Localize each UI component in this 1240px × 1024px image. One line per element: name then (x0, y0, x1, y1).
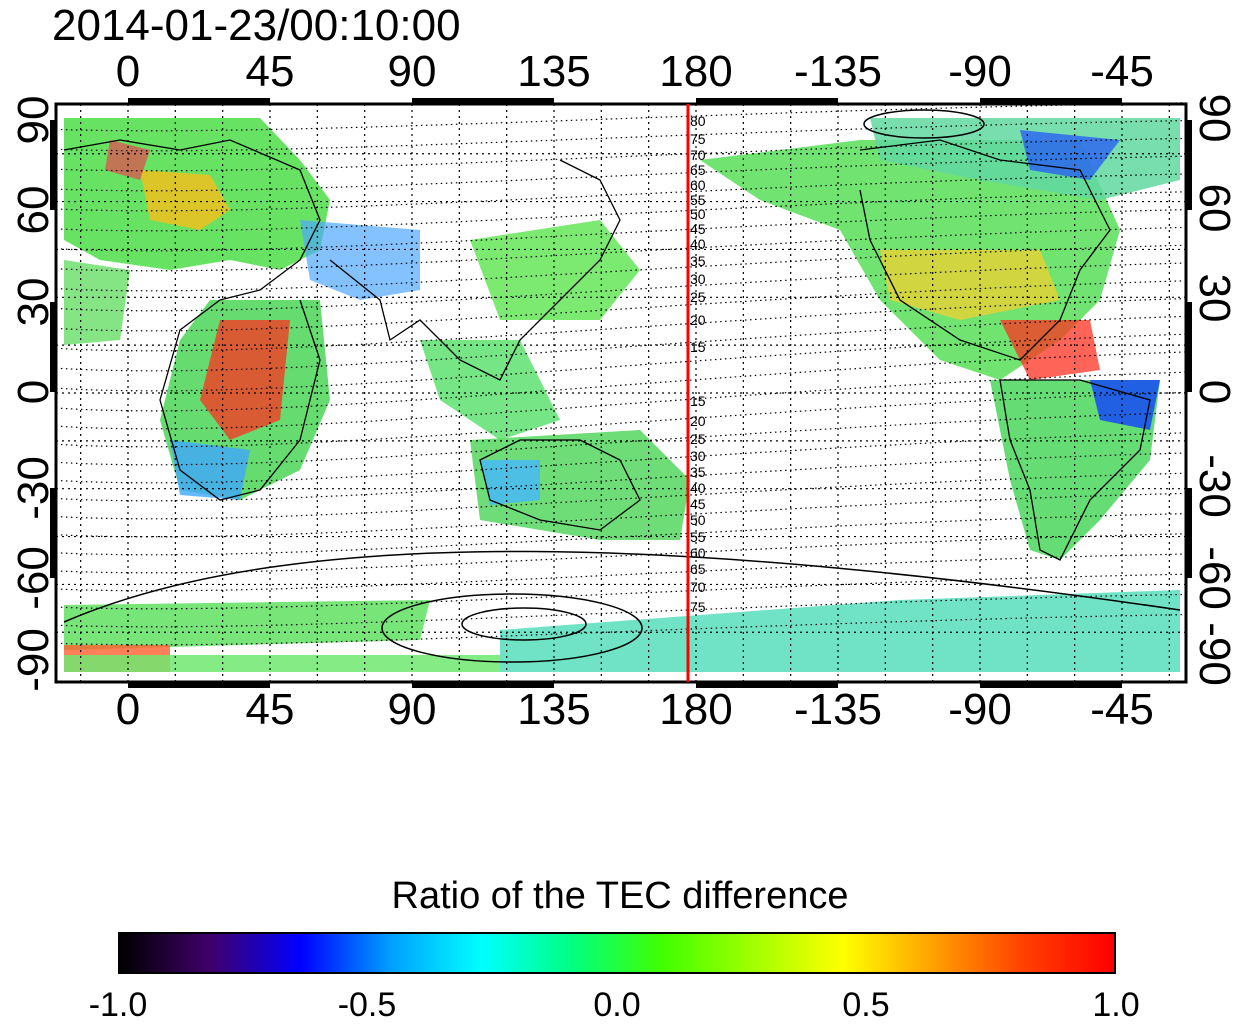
contour-ring (461, 607, 587, 641)
axis-bar-segment (980, 98, 1122, 104)
tec-region (64, 260, 130, 345)
contour-label: 25 (690, 289, 706, 305)
axis-bar-segment (50, 302, 56, 392)
coastline-australia (479, 439, 641, 531)
contour-label: 65 (690, 162, 706, 178)
contour-label: 45 (690, 221, 706, 237)
colorbar-tick-label: 1.0 (1092, 986, 1140, 1024)
top-tick-label: 45 (245, 47, 295, 96)
bottom-tick-label: 90 (387, 685, 437, 734)
contour-label: 60 (690, 545, 706, 561)
bottom-tick-label: 0 (115, 685, 141, 734)
tec-region (1000, 320, 1100, 380)
contour-label: 55 (690, 529, 706, 545)
colorbar-tick-label: -1.0 (88, 986, 148, 1024)
contour-label: 20 (690, 413, 706, 429)
axis-bar-segment (128, 682, 270, 688)
top-tick-label: 0 (115, 47, 141, 96)
axis-bar-segment (128, 98, 270, 104)
coastline-south-america (999, 379, 1151, 561)
tec-region (500, 590, 1180, 672)
axis-bar-segment (412, 98, 554, 104)
contour-label: 35 (690, 464, 706, 480)
contour-label: 65 (690, 561, 706, 577)
axis-bars (50, 98, 1192, 688)
coastline-north-america (859, 139, 1111, 361)
axis-bar-segment (412, 682, 554, 688)
contour-label: 40 (690, 236, 706, 252)
tec-region (140, 170, 230, 230)
contour-label: 50 (690, 512, 706, 528)
contour-label: 25 (690, 431, 706, 447)
contour-label: 20 (690, 312, 706, 328)
contour-label: 50 (690, 206, 706, 222)
coastlines (63, 139, 1151, 561)
coastline-asia (329, 159, 621, 381)
top-tick-label: 135 (517, 47, 591, 96)
top-tick-label: 90 (387, 47, 437, 96)
contour-label: 55 (690, 192, 706, 208)
contour-label: 70 (690, 147, 706, 163)
axis-bar-segment (50, 120, 56, 210)
colorbar-tick-label: -0.5 (337, 986, 397, 1024)
top-tick-label: -135 (793, 47, 883, 96)
contour-label: 75 (690, 131, 706, 147)
bottom-tick-label: -45 (1090, 685, 1154, 734)
tec-region (64, 600, 430, 650)
contour-label: 45 (690, 496, 706, 512)
tec-region (170, 440, 250, 500)
contour-label: 30 (690, 448, 706, 464)
tec-region (470, 220, 640, 320)
colorbar-title: Ratio of the TEC difference (391, 875, 849, 917)
colorbar-tick-label: 0.0 (593, 986, 641, 1024)
magnetic-pole-contours (63, 109, 1181, 663)
axis-bar-segment (1186, 302, 1192, 392)
tec-data-layer (64, 118, 1180, 672)
contour-label: 15 (690, 393, 706, 409)
bottom-tick-label: 180 (659, 685, 733, 734)
contour-label: 80 (690, 113, 706, 129)
contour-label-group: 8075706560555045403530252015152025303540… (690, 113, 706, 615)
axis-bar-segment (50, 488, 56, 578)
contour-arc (63, 550, 1181, 623)
tec-region (480, 460, 540, 505)
bottom-tick-label: 45 (245, 685, 295, 734)
axis-bar-segment (980, 682, 1122, 688)
axis-bar-segment (1186, 120, 1192, 210)
tec-region (420, 340, 560, 440)
axis-bar-segment (1186, 488, 1192, 578)
contour-label: 30 (690, 271, 706, 287)
tec-region (300, 220, 420, 300)
coastline-eurafrica (63, 139, 321, 501)
bottom-tick-label: -90 (948, 685, 1012, 734)
tec-region (1020, 130, 1120, 180)
tec-region (64, 655, 500, 672)
top-tick-label: -45 (1090, 47, 1154, 96)
contour-label: 40 (690, 480, 706, 496)
contour-label: 60 (690, 177, 706, 193)
tec-region (880, 250, 1060, 320)
contour-label: 75 (690, 599, 706, 615)
colorbar-tick-label: 0.5 (842, 986, 890, 1024)
contour-ring (863, 109, 985, 139)
contour-label: 70 (690, 579, 706, 595)
axis-bar-segment (696, 682, 838, 688)
top-tick-label: -90 (948, 47, 1012, 96)
axis-bar-segment (696, 98, 838, 104)
contour-label: 35 (690, 253, 706, 269)
bottom-tick-label: 135 (517, 685, 591, 734)
tec-region (470, 430, 690, 540)
colorbar (118, 932, 1116, 974)
bottom-tick-label: -135 (793, 685, 883, 734)
contour-label: 15 (690, 339, 706, 355)
contour-ring (381, 593, 643, 663)
map-title: 2014-01-23/00:10:00 (52, 1, 461, 50)
top-tick-label: 180 (659, 47, 733, 96)
